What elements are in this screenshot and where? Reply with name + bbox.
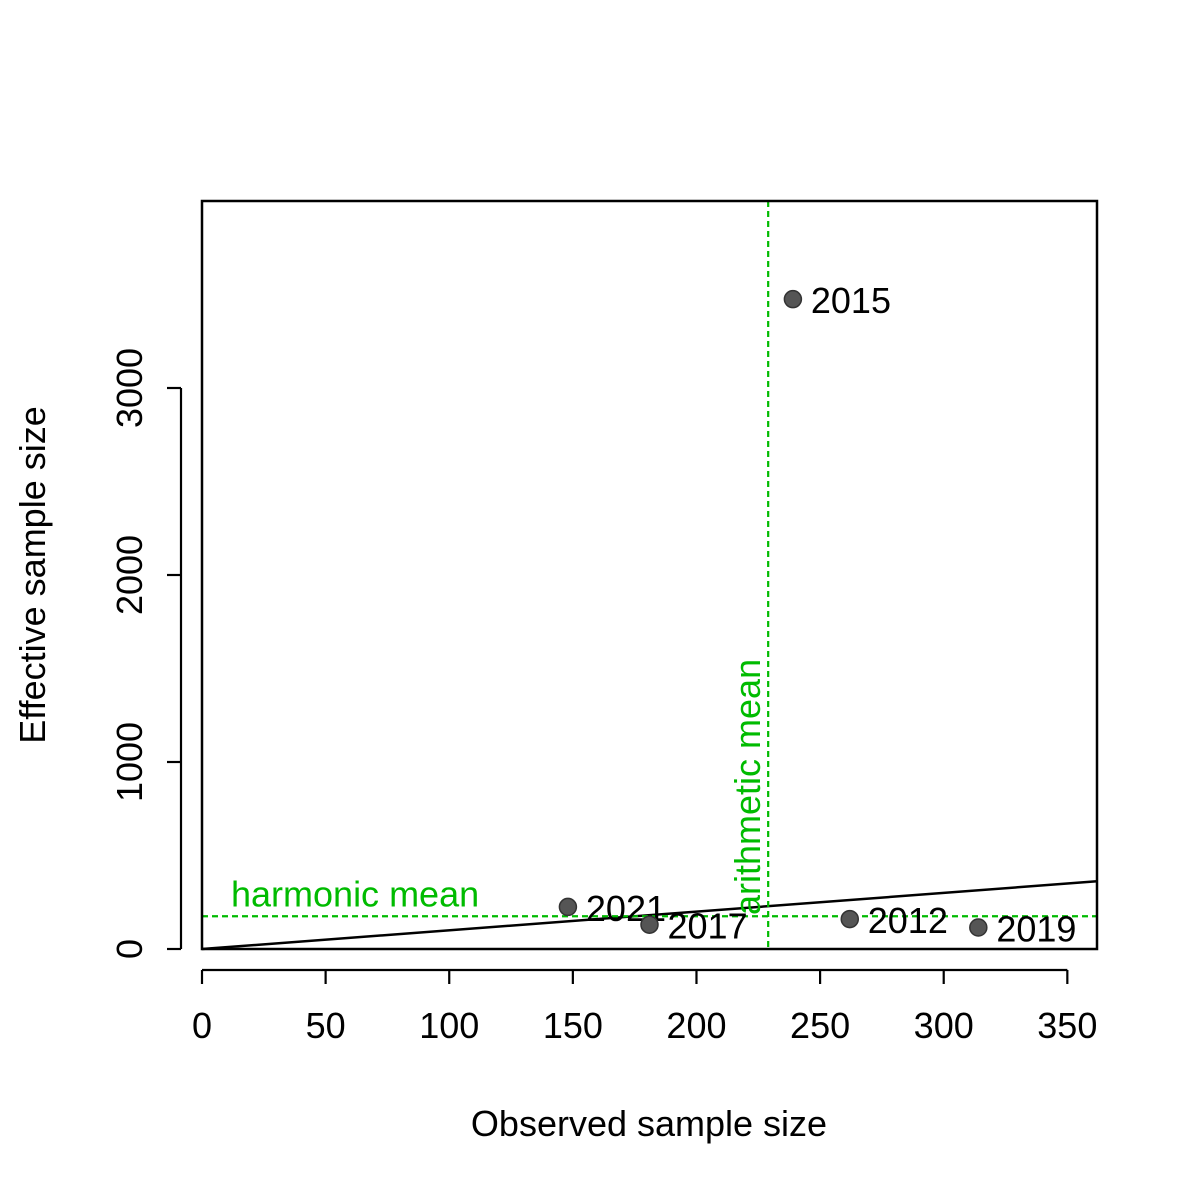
data-point-2015 [783, 289, 803, 309]
x-tick-label: 100 [419, 1005, 479, 1046]
x-axis: 0 50 100 150 200 250 300 350 [192, 968, 1097, 1046]
y-tick-label: 0 [109, 939, 150, 959]
x-tick-label: 150 [543, 1005, 603, 1046]
y-tick-label: 2000 [109, 535, 150, 615]
y-axis-title: Effective sample size [12, 406, 53, 743]
x-tick-label: 350 [1037, 1005, 1097, 1046]
harmonic-mean-label: harmonic mean [231, 873, 479, 914]
data-point-label-2012: 2012 [868, 900, 948, 941]
x-axis-title: Observed sample size [471, 1103, 827, 1144]
y-tick-label: 3000 [109, 348, 150, 428]
data-point-2021 [558, 897, 578, 917]
arithmetic-mean-label: arithmetic mean [727, 659, 768, 915]
data-point-2017 [640, 915, 659, 934]
x-tick-label: 300 [914, 1005, 974, 1046]
data-point-2019 [969, 918, 988, 937]
x-tick-label: 250 [790, 1005, 850, 1046]
plot-frame [200, 199, 1099, 951]
data-point-2012 [840, 909, 860, 929]
y-tick-label: 1000 [109, 722, 150, 802]
x-tick-label: 200 [666, 1005, 726, 1046]
data-point-label-2017: 2017 [668, 906, 748, 947]
x-tick-label: 50 [306, 1005, 346, 1046]
one-to-one-line [201, 880, 1098, 951]
y-axis: 0 1000 2000 3000 [109, 348, 183, 959]
x-tick-label: 0 [192, 1005, 212, 1046]
data-point-label-2019: 2019 [996, 908, 1076, 949]
data-point-label-2015: 2015 [811, 280, 891, 321]
